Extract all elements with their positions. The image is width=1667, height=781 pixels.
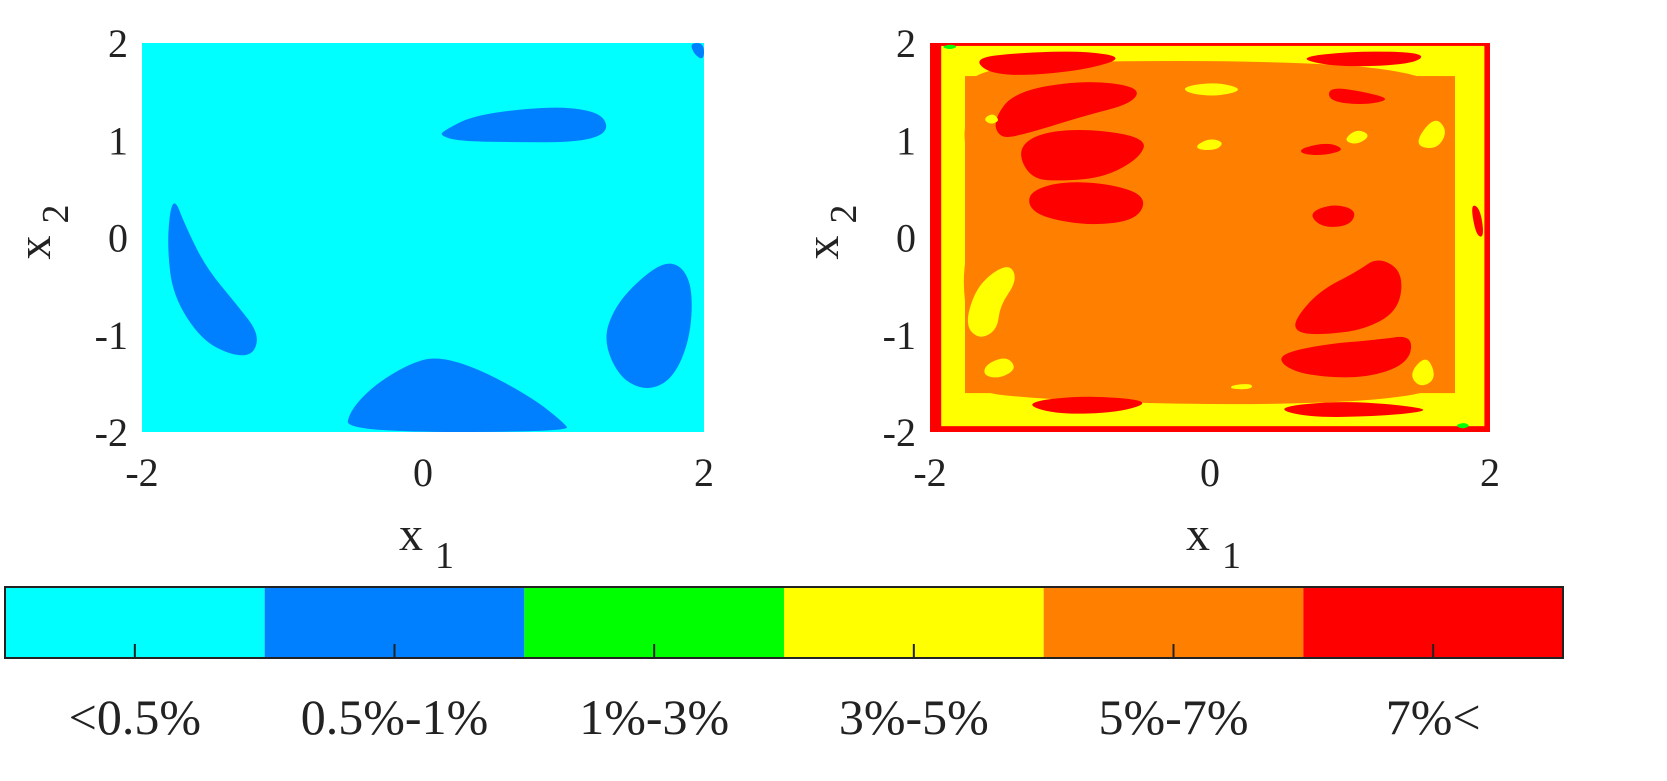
legend-label-0-5: <0.5% bbox=[69, 689, 201, 745]
legend-frame bbox=[4, 586, 1564, 659]
y-axis-label-group: x2 bbox=[8, 205, 77, 260]
region-0-5-1-2 bbox=[606, 263, 692, 388]
y-tick-label: -1 bbox=[883, 313, 916, 358]
region-7-13 bbox=[1032, 396, 1143, 414]
legend-label-0-5-1: 0.5%-1% bbox=[301, 689, 488, 745]
region-1-3-32 bbox=[1457, 423, 1469, 429]
x-axis-label-subscript: 1 bbox=[435, 535, 454, 577]
x-axis-label: x bbox=[399, 508, 423, 561]
region-0-5-1-3 bbox=[347, 358, 568, 432]
x-tick-label: 2 bbox=[1480, 450, 1500, 495]
y-tick-label: 0 bbox=[896, 216, 916, 261]
region-7-5 bbox=[930, 43, 942, 432]
region-3-5-30 bbox=[1231, 384, 1252, 390]
region-7-11 bbox=[1021, 129, 1144, 181]
region-0-5-1-1 bbox=[168, 203, 257, 356]
region-7-9 bbox=[979, 51, 1116, 75]
region-7-15 bbox=[1329, 88, 1385, 105]
x-tick-label: 0 bbox=[1200, 450, 1220, 495]
legend-label-3-5: 3%-5% bbox=[839, 689, 989, 745]
region-7-12 bbox=[1029, 182, 1144, 225]
plot-area bbox=[142, 43, 704, 432]
x-tick-label: -2 bbox=[913, 450, 946, 495]
region-3-5-24 bbox=[967, 267, 1015, 337]
region-7-14 bbox=[1306, 51, 1422, 67]
y-tick-label: 2 bbox=[108, 21, 128, 66]
region-3-5-23 bbox=[985, 114, 998, 124]
y-axis-label-subscript: 2 bbox=[35, 205, 77, 224]
region-1-3-31 bbox=[943, 44, 957, 50]
y-tick-label: 1 bbox=[108, 118, 128, 163]
region-3-5-25 bbox=[984, 358, 1014, 378]
colorbar-legend: <0.5% 0.5%-1% 1%-3% 3%-5% 5%-7% 7%< bbox=[4, 586, 1564, 745]
region-3-5-2 bbox=[1455, 43, 1490, 432]
region-7-20 bbox=[1284, 402, 1424, 417]
y-tick-label: -1 bbox=[95, 313, 128, 358]
plot-area bbox=[930, 43, 1490, 432]
y-tick-label: -2 bbox=[883, 410, 916, 455]
region-3-5-28 bbox=[1418, 120, 1445, 149]
region-7-21 bbox=[1472, 205, 1483, 237]
x-axis-label: x bbox=[1186, 508, 1210, 561]
region-7-19 bbox=[1281, 336, 1412, 378]
legend-label-7: 7%< bbox=[1386, 689, 1481, 745]
region-7-17 bbox=[1312, 205, 1355, 227]
y-tick-label: 0 bbox=[108, 216, 128, 261]
legend-label-1-3: 1%-3% bbox=[579, 689, 729, 745]
y-axis-label-subscript: 2 bbox=[823, 205, 865, 224]
x-axis-label-subscript: 1 bbox=[1222, 535, 1241, 577]
region-3-5-27 bbox=[1346, 130, 1368, 144]
region-7-7 bbox=[930, 43, 1490, 46]
y-tick-label: 2 bbox=[896, 21, 916, 66]
y-axis-label-group: x2 bbox=[796, 205, 865, 260]
region-7-8 bbox=[930, 426, 1490, 432]
y-tick-label: 1 bbox=[896, 118, 916, 163]
x-tick-label: 2 bbox=[694, 450, 714, 495]
region-3-5-22 bbox=[1197, 139, 1222, 150]
region-0-5-1-0 bbox=[441, 107, 607, 143]
y-axis-label: x bbox=[8, 236, 61, 260]
region-7-10 bbox=[995, 82, 1137, 138]
legend-label-5-7: 5%-7% bbox=[1099, 689, 1249, 745]
region-3-5-29 bbox=[1412, 359, 1434, 386]
x-tick-label: 0 bbox=[413, 450, 433, 495]
y-tick-label: -2 bbox=[95, 410, 128, 455]
region-7-6 bbox=[1484, 43, 1490, 432]
x-tick-label: -2 bbox=[125, 450, 158, 495]
region-7-16 bbox=[1301, 143, 1341, 156]
y-axis-label: x bbox=[796, 236, 849, 260]
region-7-18 bbox=[1295, 260, 1402, 335]
region-3-5-26 bbox=[1184, 83, 1238, 96]
region-0-5-1-4 bbox=[691, 43, 704, 59]
